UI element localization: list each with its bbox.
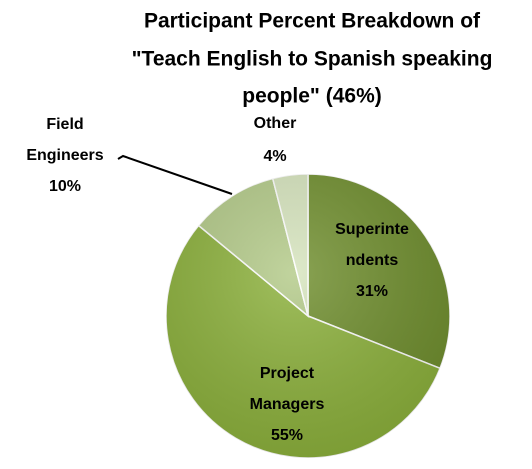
data-label: Superinte xyxy=(335,221,409,238)
data-label: Field xyxy=(46,116,83,133)
chart-title: "Teach English to Spanish speaking xyxy=(132,48,493,71)
data-label-value: 31% xyxy=(356,283,388,300)
data-label: Managers xyxy=(250,396,325,413)
data-label: ndents xyxy=(346,252,399,269)
chart-title: Participant Percent Breakdown of xyxy=(144,10,481,33)
data-label-value: 4% xyxy=(263,148,286,165)
data-label-value: 10% xyxy=(49,178,81,195)
leader-line xyxy=(117,154,233,195)
chart-title: people" (46%) xyxy=(242,85,381,108)
data-label: Project xyxy=(260,365,315,382)
data-label: Engineers xyxy=(26,147,103,164)
data-label: Other xyxy=(254,115,297,132)
data-label-value: 55% xyxy=(271,427,303,444)
